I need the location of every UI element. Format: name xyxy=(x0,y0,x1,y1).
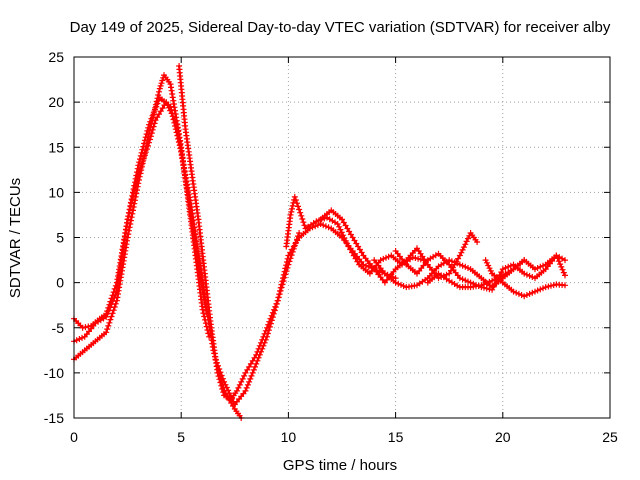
x-tick-label: 0 xyxy=(70,429,78,445)
y-tick-label: 10 xyxy=(48,184,64,200)
y-tick-label: 0 xyxy=(56,275,64,291)
series-markers xyxy=(212,221,399,408)
x-tick-label: 20 xyxy=(495,429,511,445)
chart-title: Day 149 of 2025, Sidereal Day-to-day VTE… xyxy=(70,19,611,36)
y-tick-label: 5 xyxy=(56,230,64,246)
y-tick-label: -10 xyxy=(44,365,64,381)
x-tick-label: 25 xyxy=(602,429,618,445)
series-markers xyxy=(482,257,568,300)
y-tick-label: -5 xyxy=(52,320,65,336)
series-arc xyxy=(212,221,399,408)
y-tick-label: -15 xyxy=(44,410,64,426)
x-tick-label: 5 xyxy=(177,429,185,445)
y-tick-label: 15 xyxy=(48,139,64,155)
x-axis-label: GPS time / hours xyxy=(283,457,397,474)
x-tick-label: 15 xyxy=(388,429,404,445)
y-tick-label: 20 xyxy=(48,94,64,110)
series-markers xyxy=(424,252,568,291)
x-tick-label: 10 xyxy=(281,429,297,445)
data-series xyxy=(71,63,568,421)
series-arc xyxy=(482,257,568,300)
y-axis-label: SDTVAR / TECUs xyxy=(7,178,24,298)
series-markers xyxy=(392,248,568,293)
axis-ticks: 0 5 10 15 20 25 -15 -10 -5 0 5 10 15 20 25 xyxy=(44,49,618,445)
y-tick-label: 25 xyxy=(48,49,64,65)
series-arc xyxy=(424,252,568,291)
